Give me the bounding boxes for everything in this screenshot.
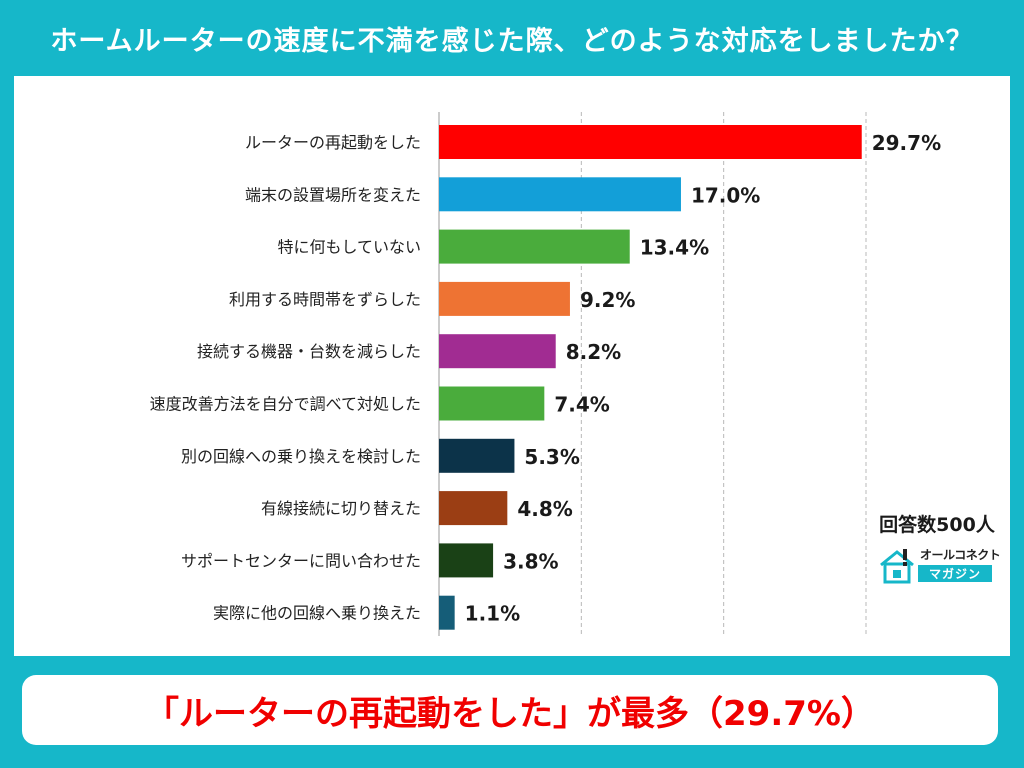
- brand-logo: オールコネクト マガジン: [878, 546, 1001, 586]
- category-label: 速度改善方法を自分で調べて対処した: [150, 395, 421, 414]
- category-label: 実際に他の回線へ乗り換えた: [213, 604, 421, 623]
- bar: [439, 386, 545, 421]
- chart-title: ホームルーターの速度に不満を感じた際、どのような対応をしましたか？: [50, 25, 974, 57]
- data-label: 29.7%: [872, 131, 941, 155]
- house-icon: [880, 549, 914, 584]
- category-label: 有線接続に切り替えた: [261, 499, 421, 518]
- data-label: 13.4%: [640, 236, 709, 260]
- conclusion-banner: 「ルーターの再起動をした」が最多（29.7%）: [22, 675, 998, 745]
- logo-name: オールコネクト: [920, 548, 1001, 562]
- data-label: 8.2%: [566, 340, 621, 364]
- category-label: ルーターの再起動をした: [245, 133, 421, 152]
- x-tick-label: 0%: [429, 655, 450, 656]
- data-label: 4.8%: [517, 497, 572, 521]
- x-tick-label: 30%: [852, 655, 881, 656]
- data-label: 5.3%: [524, 445, 579, 469]
- conclusion-text: 「ルーターの再起動をした」が最多（29.7%）: [145, 693, 875, 734]
- data-label: 3.8%: [503, 549, 558, 573]
- bar: [439, 543, 494, 578]
- bar: [439, 491, 508, 526]
- data-label: 9.2%: [580, 288, 635, 312]
- bar: [439, 281, 570, 316]
- category-label: サポートセンターに問い合わせた: [181, 551, 421, 570]
- logo-sub: マガジン: [918, 565, 992, 582]
- bar: [439, 438, 515, 473]
- bar: [439, 177, 681, 212]
- category-label: 利用する時間帯をずらした: [229, 290, 421, 309]
- x-tick-label: 10%: [567, 655, 596, 656]
- bar: [439, 229, 630, 264]
- chart-panel: 0% 10% 20% 30% ルーターの再起動をした 29.7% 端末の設置場所を変えた 17…: [14, 76, 1010, 656]
- data-label: 7.4%: [554, 393, 609, 417]
- category-label: 端末の設置場所を変えた: [245, 185, 421, 204]
- category-label: 接続する機器・台数を減らした: [197, 342, 421, 361]
- respondents-note: 回答数500人: [879, 514, 995, 536]
- bar-chart: 0% 10% 20% 30% ルーターの再起動をした 29.7% 端末の設置場所を変えた 17…: [150, 112, 941, 656]
- bar: [439, 334, 556, 369]
- bar: [439, 595, 455, 630]
- x-tick-label: 20%: [709, 655, 738, 656]
- category-label: 特に何もしていない: [277, 238, 421, 257]
- category-label: 別の回線への乗り換えを検討した: [181, 447, 421, 466]
- data-label: 1.1%: [465, 602, 520, 626]
- bar: [439, 125, 862, 159]
- data-label: 17.0%: [691, 183, 760, 207]
